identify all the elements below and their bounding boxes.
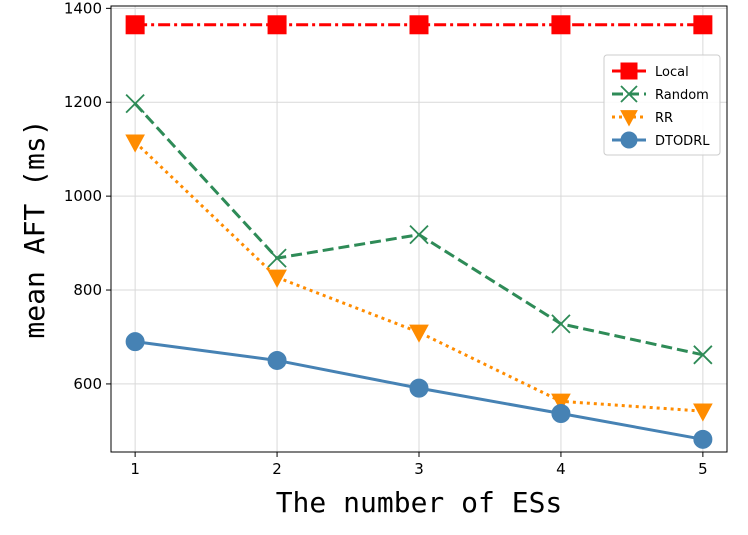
legend-box <box>603 54 721 156</box>
data-point-local <box>409 15 429 35</box>
data-point-local <box>551 15 571 35</box>
y-tick-label: 1000 <box>64 187 102 205</box>
legend-label: Random <box>655 88 709 103</box>
x-tick-label: 1 <box>130 460 140 478</box>
data-point-rr <box>267 269 287 288</box>
x-tick-label: 2 <box>272 460 282 478</box>
series-rr <box>125 134 713 422</box>
y-axis-label: mean AFT (ms) <box>18 119 51 338</box>
series-line-rr <box>134 141 703 413</box>
y-tick-label: 800 <box>73 281 102 299</box>
x-tick-label: 3 <box>414 460 424 478</box>
data-point-dtodrl <box>267 350 287 370</box>
data-point-random <box>267 248 287 268</box>
data-point-local <box>693 15 713 35</box>
data-point-random <box>125 94 145 114</box>
axis-ticks: 1 2 3 4 5 600 800 1000 1200 1400 <box>64 0 708 478</box>
y-tick-label: 1200 <box>64 93 102 111</box>
legend-marker <box>620 110 638 127</box>
x-tick-label: 5 <box>698 460 708 478</box>
legend-label: Local <box>655 65 689 80</box>
data-point-dtodrl <box>551 404 571 424</box>
y-tick-label: 1400 <box>64 0 102 17</box>
legend-marker <box>620 62 638 80</box>
x-tick-label: 4 <box>556 460 566 478</box>
legend-item-local: Local <box>612 62 689 80</box>
data-point-local <box>267 15 287 35</box>
data-point-random <box>551 314 571 334</box>
legend-label: RR <box>655 111 673 126</box>
data-point-dtodrl <box>409 378 429 398</box>
data-point-rr <box>551 393 571 412</box>
y-tick-label: 600 <box>73 375 102 393</box>
legend: Local Random RR DTODRL <box>603 54 721 156</box>
data-point-rr <box>125 134 145 153</box>
data-point-rr <box>693 403 713 422</box>
series-random <box>125 94 713 365</box>
series-layer <box>125 15 713 449</box>
data-point-random <box>693 345 713 365</box>
series-local <box>125 15 713 35</box>
legend-label: DTODRL <box>655 134 710 149</box>
data-point-random <box>409 224 429 245</box>
legend-item-rr: RR <box>612 110 673 127</box>
series-dtodrl <box>125 332 713 449</box>
data-point-dtodrl <box>125 332 145 352</box>
data-point-dtodrl <box>693 429 713 449</box>
x-axis-label: The number of ESs <box>276 486 563 519</box>
data-point-local <box>125 15 145 35</box>
legend-item-random: Random <box>612 85 709 103</box>
legend-item-dtodrl: DTODRL <box>612 131 710 149</box>
data-point-rr <box>409 324 429 343</box>
legend-marker <box>620 85 638 103</box>
legend-marker <box>620 131 638 149</box>
